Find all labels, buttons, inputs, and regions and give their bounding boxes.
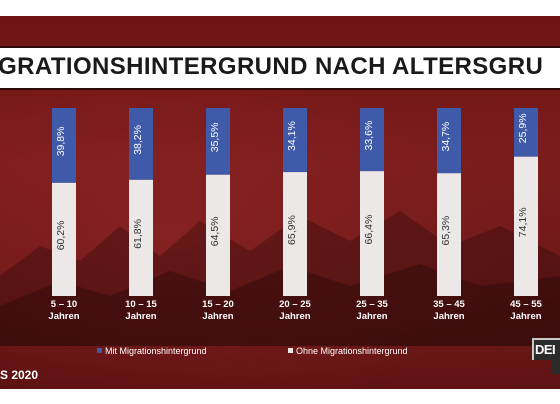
legend-label-mit: Mit Migrationshintergrund	[105, 346, 207, 356]
value-label-mit-7: 25,9%	[517, 113, 529, 143]
logo-text: DEI	[535, 342, 556, 357]
legend-swatch-ohne	[288, 348, 293, 353]
category-label-line1: 15 – 20	[202, 299, 234, 310]
chart-title: IGRATIONSHINTERGRUND NACH ALTERSGRU	[0, 53, 544, 80]
bar-ohne-4	[283, 172, 307, 296]
value-label-mit-4: 34,1%	[286, 121, 298, 151]
category-label-line2: Jahren	[433, 311, 465, 322]
legend-item-ohne: Ohne Migrationshintergrund	[288, 346, 408, 356]
bar-ohne-1	[52, 182, 76, 296]
value-label-ohne-6: 65,3%	[440, 216, 452, 246]
category-label-line2: Jahren	[356, 311, 388, 322]
category-label-line1: 10 – 15	[125, 299, 157, 310]
category-label-5: 25 – 35 Jahren	[342, 299, 402, 323]
source-text: S 2020	[0, 368, 39, 382]
legend-item-mit: Mit Migrationshintergrund	[97, 346, 207, 356]
value-label-ohne-5: 66,4%	[363, 215, 375, 245]
category-label-3: 15 – 20 Jahren	[188, 299, 248, 323]
category-label-2: 10 – 15 Jahren	[111, 299, 171, 323]
category-label-line1: 35 – 45	[433, 299, 465, 310]
bar-mit-1	[52, 108, 76, 183]
category-label-1: 5 – 10 Jahren	[34, 299, 94, 323]
legend-label-ohne: Ohne Migrationshintergrund	[296, 346, 408, 356]
bar-ohne-7	[514, 156, 538, 296]
bar-mit-4	[283, 108, 307, 173]
value-label-mit-5: 33,6%	[363, 121, 375, 151]
bar-ohne-3	[206, 174, 230, 296]
value-label-ohne-7: 74,1%	[517, 207, 529, 237]
value-label-mit-1: 39,8%	[55, 127, 67, 157]
bar-mit-5	[360, 108, 384, 172]
category-label-line1: 20 – 25	[279, 299, 311, 310]
category-label-line1: 45 – 55	[510, 299, 542, 310]
publisher-logo: DEI	[532, 338, 560, 360]
value-label-mit-3: 35,5%	[209, 122, 221, 152]
logo-tail	[552, 360, 560, 374]
bar-ohne-6	[437, 173, 461, 296]
bar-mit-2	[129, 108, 153, 180]
category-label-line1: 25 – 35	[356, 299, 388, 310]
category-label-4: 20 – 25 Jahren	[265, 299, 325, 323]
value-label-ohne-2: 61,8%	[132, 219, 144, 249]
legend-swatch-mit	[97, 348, 102, 353]
category-label-line2: Jahren	[125, 311, 157, 322]
value-label-mit-6: 34,7%	[440, 122, 452, 152]
value-label-ohne-3: 64,5%	[209, 216, 221, 246]
bar-mit-7	[514, 108, 538, 157]
category-label-line2: Jahren	[510, 311, 542, 322]
bar-mit-3	[206, 108, 230, 175]
category-label-line1: 5 – 10	[50, 299, 78, 310]
bar-ohne-2	[129, 179, 153, 296]
value-label-ohne-1: 60,2%	[55, 221, 67, 251]
category-label-line2: n	[0, 299, 17, 311]
category-label-line2: Jahren	[279, 311, 311, 322]
category-label-7: 45 – 55 Jahren	[496, 299, 556, 323]
category-label-0: n	[0, 299, 17, 311]
category-label-6: 35 – 45 Jahren	[419, 299, 479, 323]
bar-ohne-5	[360, 171, 384, 296]
category-label-line2: Jahren	[202, 311, 234, 322]
value-label-mit-2: 38,2%	[132, 125, 144, 155]
value-label-ohne-4: 65,9%	[286, 215, 298, 245]
category-label-line2: Jahren	[48, 311, 80, 322]
bar-mit-6	[437, 108, 461, 174]
title-bar: IGRATIONSHINTERGRUND NACH ALTERSGRU	[0, 46, 560, 90]
